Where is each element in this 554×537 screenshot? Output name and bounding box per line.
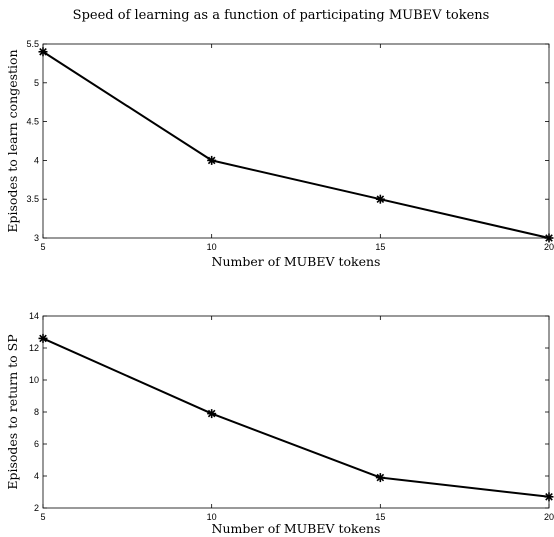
y-tick-label: 2 (34, 503, 39, 513)
y-tick-label: 3 (34, 233, 39, 243)
plot-frame (42, 43, 550, 239)
data-point-marker (207, 155, 217, 165)
y-axis-label: Episodes to learn congestion (5, 49, 20, 232)
x-axis-label: Number of MUBEV tokens (212, 521, 381, 536)
y-tick-label: 6 (34, 439, 39, 449)
y-tick-label: 5.5 (26, 39, 39, 49)
chart-episodes-to-return-to-sp: 5 10 15 20 2 4 6 8 10 12 14 Number of MUBEV tokens E… (5, 311, 554, 536)
y-tick-label: 3.5 (26, 194, 39, 204)
y-tick-label: 8 (34, 407, 39, 417)
chart-episodes-to-learn-congestion: 5 10 15 20 3 3.5 4 4.5 5 5.5 Number of MUBEV token… (5, 39, 554, 269)
x-tick-label: 15 (375, 242, 385, 252)
x-tick-label: 15 (375, 512, 385, 522)
y-tick-label: 10 (29, 375, 39, 385)
data-point-marker (544, 492, 554, 502)
series-line (42, 50, 550, 239)
x-tick-label: 20 (544, 242, 554, 252)
data-point-marker (38, 47, 48, 57)
data-point-marker (38, 333, 48, 343)
data-point-marker (375, 473, 385, 483)
x-tick-label: 10 (207, 242, 217, 252)
plot-frame (42, 315, 550, 509)
data-point-marker (207, 409, 217, 419)
y-axis-label: Episodes to return to SP (5, 334, 20, 489)
y-tick-label: 4 (34, 155, 39, 165)
x-tick-label: 5 (40, 242, 45, 252)
y-tick-label: 4 (34, 471, 39, 481)
figure-title: Speed of learning as a function of parti… (73, 8, 490, 23)
x-tick-label: 5 (40, 512, 45, 522)
y-tick-label: 4.5 (26, 117, 39, 127)
data-point-marker (544, 233, 554, 243)
x-axis-label: Number of MUBEV tokens (212, 254, 381, 269)
x-tick-label: 10 (207, 512, 217, 522)
y-tick-label: 12 (29, 343, 39, 353)
y-tick-label: 14 (29, 311, 39, 321)
y-tick-label: 5 (34, 78, 39, 88)
series-line (42, 337, 550, 498)
x-tick-label: 20 (544, 512, 554, 522)
data-point-marker (375, 194, 385, 204)
